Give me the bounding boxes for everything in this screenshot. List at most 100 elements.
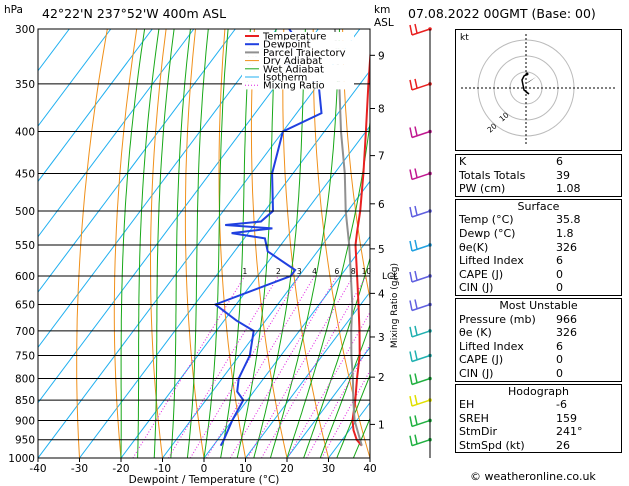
index-row-totals: Totals Totals 39 xyxy=(456,169,622,183)
wind-barb-flag xyxy=(409,240,413,252)
height-tick-label: 5 xyxy=(378,244,385,256)
wind-barb-flag xyxy=(409,24,413,36)
mu-row: CIN (J) 0 xyxy=(456,367,622,381)
mu-row: Pressure (mb) 966 xyxy=(456,313,622,327)
legend-bg xyxy=(242,32,354,41)
mu-row: CAPE (J) 0 xyxy=(456,353,622,367)
index-label: CIN (J) xyxy=(459,366,494,380)
index-label: Lifted Index xyxy=(459,254,524,268)
x-tick-label: 40 xyxy=(363,463,376,475)
pressure-tick-label: 800 xyxy=(15,373,35,385)
index-value: 26 xyxy=(556,438,570,452)
wind-barb-staff xyxy=(411,275,431,283)
index-label: EH xyxy=(459,398,475,412)
hodo-row: SREH 159 xyxy=(456,412,622,426)
pressure-tick-label: 550 xyxy=(15,240,35,252)
pressure-tick-label: 1000 xyxy=(8,453,35,465)
wet-adiabat-line xyxy=(186,29,209,458)
dry-adiabat-line xyxy=(184,29,205,458)
index-label: θe(K) xyxy=(459,240,489,254)
index-label: Dewp (°C) xyxy=(459,226,516,240)
wind-barb-staff xyxy=(411,419,431,428)
index-value: 0 xyxy=(556,353,563,367)
wind-barb-flag xyxy=(414,299,418,309)
isotherm-line xyxy=(162,180,370,458)
wind-barb-flag xyxy=(414,373,418,383)
wet-adiabat-line xyxy=(319,323,370,458)
wind-barb-flag xyxy=(409,395,413,407)
wind-barb-staff xyxy=(411,399,431,407)
surface-row: θe(K) 326 xyxy=(456,241,622,255)
index-value: 6 xyxy=(556,254,563,268)
isotherm-line xyxy=(38,29,195,238)
surface-row: Temp (°C) 35.8 xyxy=(456,213,622,227)
index-value: 35.8 xyxy=(556,213,581,227)
wind-barb-flag xyxy=(414,78,418,89)
wind-barb-flag xyxy=(409,416,413,427)
most-unstable-title: Most Unstable xyxy=(499,298,578,312)
legend-entry: Dewpoint xyxy=(263,40,311,51)
mixing-ratio-label: 3 xyxy=(297,267,302,276)
surface-row: Dewp (°C) 1.8 xyxy=(456,227,622,241)
height-tick-label: 3 xyxy=(378,332,385,344)
wet-adiabat-line xyxy=(253,29,306,458)
pressure-tick-label: 350 xyxy=(15,79,35,91)
index-label: StmSpd (kt) xyxy=(459,438,525,452)
pressure-tick-label: 400 xyxy=(15,127,35,139)
legend-bg xyxy=(242,56,354,65)
hodograph-ring-label-20: 20 xyxy=(486,121,499,134)
index-label: Lifted Index xyxy=(459,339,524,353)
wet-adiabat-line xyxy=(269,29,340,458)
mixing-ratio-line xyxy=(229,275,338,458)
storm-motion-arrow-icon xyxy=(525,77,536,84)
x-tick-label: -30 xyxy=(71,463,88,475)
legend-bg xyxy=(242,48,354,57)
index-value: 326 xyxy=(556,240,577,254)
pressure-tick-label: 750 xyxy=(15,350,35,362)
wind-barb-staff xyxy=(411,130,431,139)
wind-barb-staff xyxy=(411,210,431,218)
mixing-ratio-line xyxy=(321,369,370,458)
wind-barb-flag xyxy=(414,350,418,360)
mixing-ratio-label: 1 xyxy=(242,267,247,276)
wind-barb-flag xyxy=(414,168,418,178)
index-value: 1.8 xyxy=(556,226,574,240)
index-value: 241° xyxy=(556,425,583,439)
x-tick-label: 20 xyxy=(280,463,293,475)
isotherm-line xyxy=(38,29,361,458)
wind-barb-flag xyxy=(414,205,418,216)
wind-barb-flag xyxy=(409,300,413,311)
index-label: CIN (J) xyxy=(459,281,494,295)
height-unit-label-asl: ASL xyxy=(374,17,394,29)
hodo-row: StmDir 241° xyxy=(456,425,622,439)
hodograph-ring-label-10: 10 xyxy=(498,110,511,123)
isotherm-line xyxy=(38,29,112,127)
index-value: 6 xyxy=(556,339,563,353)
legend-bg xyxy=(242,73,354,82)
index-label: Totals Totals xyxy=(459,168,526,182)
legend-entry: Parcel Trajectory xyxy=(263,48,346,59)
pressure-tick-label: 600 xyxy=(15,271,35,283)
wet-adiabat-line xyxy=(303,256,370,458)
mixing-ratio-label: 8 xyxy=(351,267,356,276)
wind-barb-staff xyxy=(411,354,431,363)
dry-adiabat-line xyxy=(76,29,108,458)
legend-bg xyxy=(242,40,354,49)
hodograph-trace xyxy=(521,73,530,95)
wind-barb-staff xyxy=(411,303,431,312)
pressure-tick-label: 300 xyxy=(15,24,35,36)
mixing-ratio-line xyxy=(287,311,370,458)
mixing-ratio-line xyxy=(261,275,367,458)
index-value: 966 xyxy=(556,312,577,326)
isotherm-line xyxy=(120,125,370,458)
wet-adiabat-line xyxy=(120,29,146,458)
lcl-label: LCL xyxy=(382,272,398,282)
isotherm-line xyxy=(38,29,153,183)
pressure-tick-label: 850 xyxy=(15,395,35,407)
surface-table: Surface Temp (°C) 35.8 Dewp (°C) 1.8 θe(K)… xyxy=(455,198,622,296)
mu-row: Lifted Index 6 xyxy=(456,340,622,354)
index-label: Temp (°C) xyxy=(459,213,514,227)
